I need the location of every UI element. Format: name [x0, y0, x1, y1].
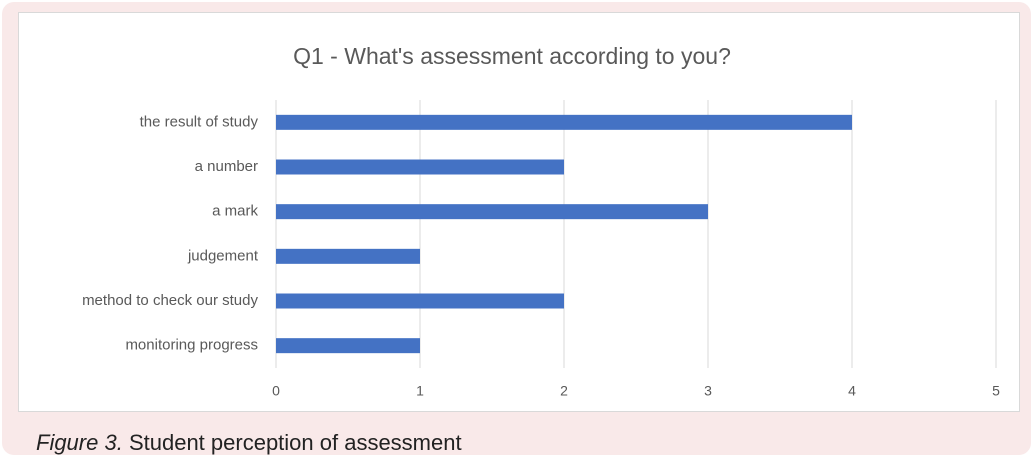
y-tick-label: method to check our study — [82, 292, 258, 309]
y-tick-label: judgement — [187, 247, 259, 264]
x-tick-label: 4 — [848, 383, 856, 399]
chart: Q1 - What's assessment according to you?… — [82, 43, 1000, 399]
bar — [276, 159, 564, 175]
bar — [276, 114, 852, 130]
y-tick-label: monitoring progress — [125, 337, 258, 354]
y-tick-label: a mark — [212, 203, 258, 220]
caption-label: Figure 3. — [36, 430, 123, 455]
x-tick-label: 0 — [272, 383, 280, 399]
x-tick-label: 5 — [992, 383, 1000, 399]
x-tick-label: 3 — [704, 383, 712, 399]
bar — [276, 338, 420, 354]
bar — [276, 248, 420, 264]
bar — [276, 293, 564, 309]
y-tick-label: the result of study — [140, 113, 259, 130]
y-tick-label: a number — [195, 158, 258, 175]
caption: Figure 3. Student perception of assessme… — [36, 430, 462, 456]
x-tick-label: 1 — [416, 383, 424, 399]
chart-title: Q1 - What's assessment according to you? — [293, 43, 731, 69]
x-tick-label: 2 — [560, 383, 568, 399]
caption-text: Student perception of assessment — [128, 430, 462, 455]
bar — [276, 204, 708, 220]
